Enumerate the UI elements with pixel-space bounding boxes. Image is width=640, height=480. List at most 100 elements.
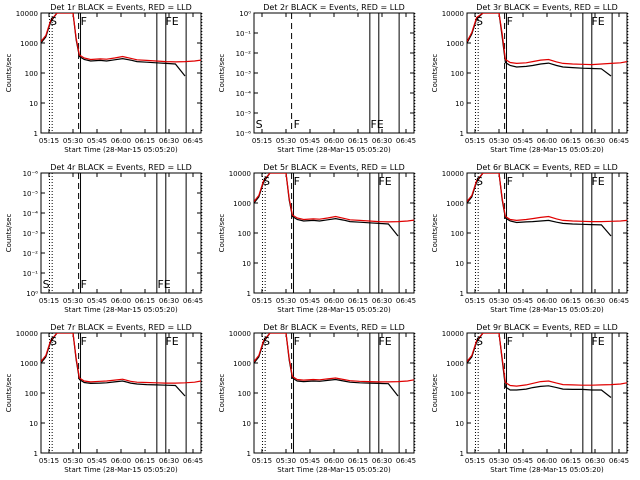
x-tick-label: 06:45 xyxy=(183,137,203,145)
y-tick-label: 10⁻¹ xyxy=(236,30,252,38)
y-tick-label: 1 xyxy=(247,290,251,298)
x-tick-label: 05:45 xyxy=(300,137,320,145)
series-group xyxy=(41,333,201,397)
panel-5: Det 5r BLACK = Events, RED = LLD 1 10 100 10… xyxy=(218,163,416,314)
x-axis-label: Start Time (28-Mar-15 05:05:20) xyxy=(277,146,391,154)
y-tick-label: 1000 xyxy=(233,360,251,368)
y-tick-label: 1000 xyxy=(20,360,38,368)
plot-frame xyxy=(466,172,628,294)
phase-label-f: F xyxy=(294,335,300,348)
x-tick-label: 06:00 xyxy=(324,137,344,145)
y-tick-label: 10⁻² xyxy=(23,250,39,258)
x-axis-label: Start Time (28-Mar-15 05:05:20) xyxy=(277,306,391,314)
y-tick-label: 1000 xyxy=(446,360,464,368)
y-tick-label: 10000 xyxy=(442,170,464,178)
y-tick-label: 100 xyxy=(25,390,38,398)
x-tick-label: 05:15 xyxy=(465,297,485,305)
y-tick-label: 10 xyxy=(242,260,251,268)
y-tick-label: 10⁻² xyxy=(236,50,252,58)
y-tick-label: 10 xyxy=(29,420,38,428)
phase-label-f: F xyxy=(507,175,513,188)
y-tick-label: 100 xyxy=(238,230,251,238)
x-tick-label: 05:45 xyxy=(87,297,107,305)
y-tick-label: 10 xyxy=(29,100,38,108)
x-tick-label: 05:15 xyxy=(252,137,272,145)
phase-label-s: S xyxy=(476,175,483,188)
phase-label-fe: FE xyxy=(370,118,383,131)
y-tick-label: 1 xyxy=(34,130,38,138)
events-series-line xyxy=(467,333,612,398)
events-series-line xyxy=(467,173,612,237)
x-tick-label: 06:45 xyxy=(183,457,203,465)
phase-label-s: S xyxy=(256,118,263,131)
phase-label-fe: FE xyxy=(165,335,178,348)
x-tick-label: 05:30 xyxy=(489,137,509,145)
x-tick-label: 05:30 xyxy=(276,457,296,465)
x-tick-label: 06:15 xyxy=(135,457,155,465)
x-tick-label: 05:45 xyxy=(300,457,320,465)
phase-label-s: S xyxy=(476,335,483,348)
x-tick-label: 06:30 xyxy=(585,297,605,305)
x-axis-label: Start Time (28-Mar-15 05:05:20) xyxy=(490,146,604,154)
y-tick-label: 10000 xyxy=(442,330,464,338)
panel-title: Det 5r BLACK = Events, RED = LLD xyxy=(263,163,405,172)
x-tick-label: 06:45 xyxy=(609,297,629,305)
phase-label-fe: FE xyxy=(591,175,604,188)
x-tick-label: 06:00 xyxy=(537,457,557,465)
x-tick-label: 06:30 xyxy=(372,297,392,305)
panel-7: Det 7r BLACK = Events, RED = LLD 1 10 100 10… xyxy=(5,323,203,474)
panel-title: Det 4r BLACK = Events, RED = LLD xyxy=(50,163,192,172)
phase-label-s: S xyxy=(43,278,50,291)
y-tick-label: 10⁻⁶ xyxy=(23,170,39,178)
events-series-line xyxy=(254,173,399,237)
x-tick-label: 06:00 xyxy=(324,457,344,465)
panel-title: Det 6r BLACK = Events, RED = LLD xyxy=(476,163,618,172)
y-axis-label: Counts/sec xyxy=(218,54,226,93)
x-tick-label: 06:00 xyxy=(111,137,131,145)
y-tick-label: 10 xyxy=(242,420,251,428)
panel-6: Det 6r BLACK = Events, RED = LLD 1 10 100 10… xyxy=(431,163,629,314)
y-tick-label: 1000 xyxy=(233,200,251,208)
y-tick-label: 1000 xyxy=(446,200,464,208)
y-tick-label: 1 xyxy=(460,450,464,458)
y-axis-label: Counts/sec xyxy=(5,374,13,413)
events-series-line xyxy=(467,13,612,77)
x-tick-label: 06:15 xyxy=(135,137,155,145)
y-tick-label: 10000 xyxy=(229,170,251,178)
phase-label-fe: FE xyxy=(157,278,170,291)
y-tick-label: 10⁰ xyxy=(26,290,38,298)
series-group xyxy=(254,333,414,397)
phase-label-f: F xyxy=(81,335,87,348)
x-tick-label: 06:00 xyxy=(537,137,557,145)
x-tick-label: 06:15 xyxy=(348,297,368,305)
y-tick-label: 10 xyxy=(455,420,464,428)
x-tick-label: 05:15 xyxy=(39,457,59,465)
phase-label-fe: FE xyxy=(165,15,178,28)
phase-label-f: F xyxy=(81,278,87,291)
x-tick-label: 06:15 xyxy=(561,137,581,145)
x-tick-label: 05:45 xyxy=(87,457,107,465)
x-axis-label: Start Time (28-Mar-15 05:05:20) xyxy=(490,466,604,474)
series-group xyxy=(467,333,627,398)
y-tick-label: 1000 xyxy=(446,40,464,48)
x-tick-label: 06:30 xyxy=(585,457,605,465)
x-tick-label: 06:15 xyxy=(561,297,581,305)
y-tick-label: 10000 xyxy=(16,10,38,18)
y-tick-label: 10⁻³ xyxy=(236,70,252,78)
plot-frame xyxy=(466,12,628,134)
y-axis-label: Counts/sec xyxy=(218,374,226,413)
lld-series-line xyxy=(41,333,201,384)
y-tick-label: 10 xyxy=(455,100,464,108)
phase-label-f: F xyxy=(507,15,513,28)
x-tick-label: 05:45 xyxy=(300,297,320,305)
x-tick-label: 06:00 xyxy=(324,297,344,305)
x-tick-label: 06:30 xyxy=(159,297,179,305)
x-tick-label: 06:30 xyxy=(372,457,392,465)
x-tick-label: 06:45 xyxy=(396,137,416,145)
phase-label-f: F xyxy=(294,118,300,131)
panel-4: Det 4r BLACK = Events, RED = LLD 10⁰ 10⁻¹ 1… xyxy=(5,163,203,314)
y-tick-label: 10⁻⁴ xyxy=(23,210,39,218)
x-axis-label: Start Time (28-Mar-15 05:05:20) xyxy=(64,306,178,314)
x-tick-label: 06:30 xyxy=(372,137,392,145)
